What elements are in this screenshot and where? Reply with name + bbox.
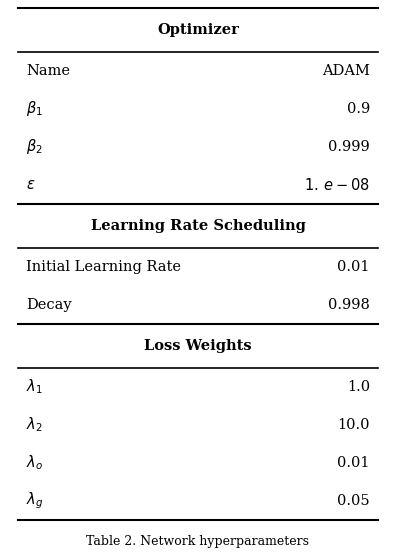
Text: $\lambda_o$: $\lambda_o$ xyxy=(26,454,43,473)
Text: 0.998: 0.998 xyxy=(328,298,370,312)
Text: Optimizer: Optimizer xyxy=(157,23,239,37)
Text: Table 2. Network hyperparameters: Table 2. Network hyperparameters xyxy=(86,536,310,548)
Text: ADAM: ADAM xyxy=(322,64,370,78)
Text: 0.01: 0.01 xyxy=(337,260,370,274)
Text: $\epsilon$: $\epsilon$ xyxy=(26,178,35,192)
Text: 1.0: 1.0 xyxy=(347,380,370,394)
Text: $\lambda_g$: $\lambda_g$ xyxy=(26,491,44,511)
Text: $1.\,e - 08$: $1.\,e - 08$ xyxy=(304,177,370,193)
Text: Loss Weights: Loss Weights xyxy=(144,339,252,353)
Text: 0.999: 0.999 xyxy=(328,140,370,154)
Text: $\beta_2$: $\beta_2$ xyxy=(26,137,43,156)
Text: $\beta_1$: $\beta_1$ xyxy=(26,100,43,119)
Text: $\lambda_2$: $\lambda_2$ xyxy=(26,416,43,434)
Text: 0.9: 0.9 xyxy=(347,102,370,116)
Text: Initial Learning Rate: Initial Learning Rate xyxy=(26,260,181,274)
Text: $\lambda_1$: $\lambda_1$ xyxy=(26,378,43,396)
Text: 0.01: 0.01 xyxy=(337,456,370,470)
Text: Name: Name xyxy=(26,64,70,78)
Text: Learning Rate Scheduling: Learning Rate Scheduling xyxy=(91,219,305,233)
Text: Decay: Decay xyxy=(26,298,72,312)
Text: 0.05: 0.05 xyxy=(337,494,370,508)
Text: 10.0: 10.0 xyxy=(337,418,370,432)
